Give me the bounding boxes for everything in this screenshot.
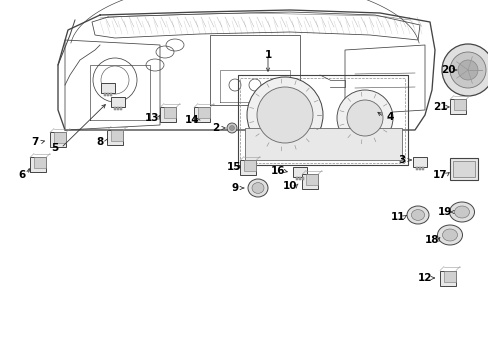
Bar (295, 177, 297, 180)
Circle shape (246, 77, 323, 153)
Bar (298, 177, 301, 180)
Circle shape (346, 100, 382, 136)
Circle shape (457, 60, 477, 80)
Bar (110, 93, 112, 96)
Text: 13: 13 (144, 113, 159, 123)
Text: 12: 12 (417, 273, 431, 283)
Text: 19: 19 (437, 207, 451, 217)
Bar (34, 157, 46, 168)
Text: 9: 9 (231, 183, 238, 193)
Text: 17: 17 (432, 170, 447, 180)
Ellipse shape (448, 202, 473, 222)
Bar (111, 130, 123, 141)
Bar (107, 130, 123, 145)
Bar (30, 157, 46, 172)
Bar (421, 167, 423, 170)
Bar (117, 107, 119, 110)
Ellipse shape (442, 229, 457, 241)
Bar (111, 97, 125, 107)
Bar (50, 132, 66, 148)
Bar (302, 177, 304, 180)
Circle shape (449, 52, 485, 88)
Bar (240, 161, 256, 175)
Bar (244, 128, 401, 160)
Bar (244, 161, 256, 171)
Bar (439, 270, 455, 285)
Text: 14: 14 (184, 115, 199, 125)
Bar (107, 93, 109, 96)
Circle shape (229, 126, 234, 130)
Bar (302, 175, 317, 189)
Bar (54, 132, 66, 144)
Text: 3: 3 (398, 155, 405, 165)
Text: 11: 11 (390, 212, 405, 222)
Bar (443, 270, 455, 282)
Circle shape (226, 123, 237, 133)
Bar (415, 167, 417, 170)
Text: 1: 1 (264, 50, 271, 60)
Text: 4: 4 (386, 112, 393, 122)
Bar (163, 108, 176, 118)
Bar (449, 158, 477, 180)
Bar (453, 99, 465, 111)
Bar (418, 167, 420, 170)
Bar (194, 108, 209, 122)
Bar (452, 161, 474, 177)
Text: 8: 8 (96, 137, 103, 147)
Bar (160, 108, 176, 122)
Bar (305, 175, 317, 185)
Bar (198, 108, 209, 118)
Text: 10: 10 (282, 181, 297, 191)
Text: 18: 18 (424, 235, 438, 245)
Text: 21: 21 (432, 102, 447, 112)
Ellipse shape (410, 210, 424, 220)
Ellipse shape (406, 206, 428, 224)
Ellipse shape (453, 206, 468, 218)
Circle shape (336, 90, 392, 146)
Bar (114, 107, 116, 110)
Bar (104, 93, 106, 96)
Ellipse shape (437, 225, 462, 245)
Bar (412, 157, 426, 167)
Bar (292, 167, 306, 177)
Circle shape (441, 44, 488, 96)
Bar (240, 78, 404, 163)
Bar (120, 107, 122, 110)
Text: 6: 6 (19, 170, 25, 180)
Text: 15: 15 (226, 162, 241, 172)
Text: 7: 7 (31, 137, 39, 147)
Ellipse shape (247, 179, 267, 197)
Ellipse shape (251, 183, 264, 193)
Text: 5: 5 (51, 143, 59, 153)
Text: 20: 20 (440, 65, 454, 75)
Bar (101, 83, 115, 93)
Text: 2: 2 (212, 123, 219, 133)
Circle shape (257, 87, 312, 143)
Text: 16: 16 (270, 166, 285, 176)
Bar (449, 99, 465, 114)
